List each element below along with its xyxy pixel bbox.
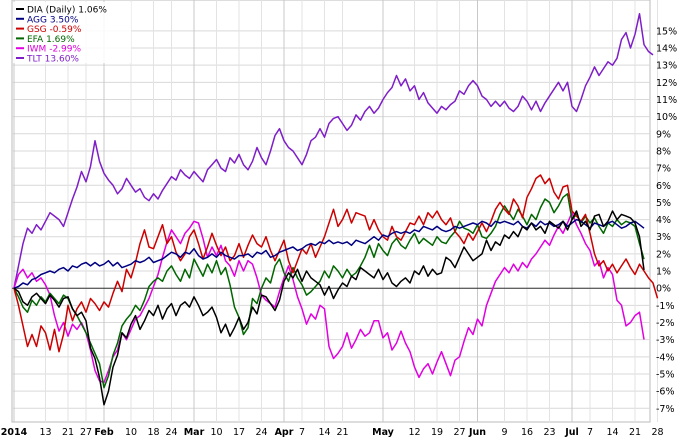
- y-tick-label: 14%: [656, 44, 677, 55]
- x-tick-label: 27: [80, 427, 92, 438]
- legend-series-name: TLT: [26, 55, 42, 65]
- legend-entry: DIA (Daily) 1.06%: [27, 6, 107, 16]
- x-tick-label: 16: [521, 427, 533, 438]
- x-tick-label: 10: [125, 427, 137, 438]
- x-tick-label: 21: [629, 427, 641, 438]
- y-tick-label: 15%: [656, 26, 677, 37]
- y-tick-label: 9%: [656, 129, 671, 140]
- y-tick-label: -3%: [656, 335, 675, 346]
- x-tick-label: 12: [408, 427, 420, 438]
- x-tick-label: Feb: [94, 427, 114, 438]
- x-tick-label: 19: [431, 427, 443, 438]
- y-tick-label: 13%: [656, 61, 677, 72]
- legend-series-name: IWM: [27, 45, 46, 55]
- legend-series-value: 13.60%: [45, 55, 80, 65]
- legend-series-name: AGG: [27, 15, 47, 25]
- y-tick-label: 3%: [656, 232, 671, 243]
- y-tick-label: -7%: [656, 404, 675, 415]
- x-axis: 2014 13 21 27 Feb 10 18 24 Mar 10 17 24 Apr 7 14 21 May 1…: [1, 427, 664, 438]
- x-tick-label: Apr: [275, 427, 294, 438]
- y-tick-label: 7%: [656, 164, 671, 175]
- x-tick-label: 10: [210, 427, 222, 438]
- x-tick-label: May: [372, 427, 395, 438]
- legend-entry: IWM -2.99%: [27, 45, 81, 55]
- legend: DIA (Daily) 1.06%AGG 3.50%GSG -0.59%EFA …: [13, 2, 131, 65]
- y-tick-label: 5%: [656, 198, 671, 209]
- y-tick-label: 0%: [656, 284, 671, 295]
- series-line-agg: [13, 218, 645, 289]
- y-tick-label: 12%: [656, 78, 677, 89]
- plot-frame: [11, 0, 651, 423]
- y-tick-label: 10%: [656, 112, 677, 123]
- x-tick-label: Jun: [468, 427, 486, 438]
- series-line-tlt: [13, 12, 654, 289]
- y-tick-label: -1%: [656, 301, 675, 312]
- x-tick-label: Jul: [564, 427, 579, 438]
- series-line-efa: [13, 193, 645, 389]
- x-tick-label: Mar: [184, 427, 205, 438]
- legend-series-name: GSG: [27, 25, 47, 35]
- y-axis: -7% -6% -5% -4% -3% -2% -1% 0% 1% 2% 3% 4% 5% 6% 7% 8% 9…: [656, 26, 677, 414]
- x-tick-label: 24: [165, 427, 177, 438]
- x-tick-label: 24: [255, 427, 267, 438]
- x-tick-label: 7: [299, 427, 305, 438]
- y-tick-label: 2%: [656, 249, 671, 260]
- y-tick-label: -6%: [656, 387, 675, 398]
- x-tick-label: 7: [587, 427, 593, 438]
- x-tick-label: 28: [651, 427, 663, 438]
- legend-box: [13, 2, 131, 63]
- x-tick-label: 13: [39, 427, 51, 438]
- y-tick-label: 6%: [656, 181, 671, 192]
- x-tick-label: 2014: [1, 427, 28, 438]
- legend-series-name: DIA (Daily): [27, 6, 75, 16]
- x-tick-label: 27: [453, 427, 465, 438]
- x-tick-label: 14: [606, 427, 618, 438]
- legend-series-value: 1.06%: [78, 6, 107, 16]
- x-tick-label: 23: [543, 427, 555, 438]
- legend-entry: GSG -0.59%: [27, 25, 82, 35]
- x-tick-label: 21: [62, 427, 74, 438]
- series-line-gsg: [13, 174, 659, 353]
- legend-entry: TLT 13.60%: [26, 55, 79, 65]
- legend-series-name: EFA: [27, 35, 44, 45]
- x-tick-label: 21: [336, 427, 348, 438]
- y-tick-label: -4%: [656, 352, 675, 363]
- legend-series-value: 3.50%: [50, 15, 79, 25]
- series-lines: [13, 12, 659, 406]
- x-tick-label: 18: [147, 427, 159, 438]
- y-tick-label: -5%: [656, 369, 675, 380]
- y-tick-label: 4%: [656, 215, 671, 226]
- legend-entry: EFA 1.69%: [27, 35, 75, 45]
- series-line-dia: [13, 210, 645, 406]
- legend-entry: AGG 3.50%: [27, 15, 79, 25]
- y-tick-label: 8%: [656, 146, 671, 157]
- y-tick-label: 1%: [656, 267, 671, 278]
- x-tick-label: 9: [501, 427, 507, 438]
- legend-series-value: -2.99%: [49, 45, 81, 55]
- x-tick-label: 14: [318, 427, 330, 438]
- y-tick-label: 11%: [656, 95, 677, 106]
- legend-series-value: 1.69%: [46, 35, 75, 45]
- legend-series-value: -0.59%: [50, 25, 82, 35]
- y-tick-label: -2%: [656, 318, 675, 329]
- x-tick-label: 17: [233, 427, 245, 438]
